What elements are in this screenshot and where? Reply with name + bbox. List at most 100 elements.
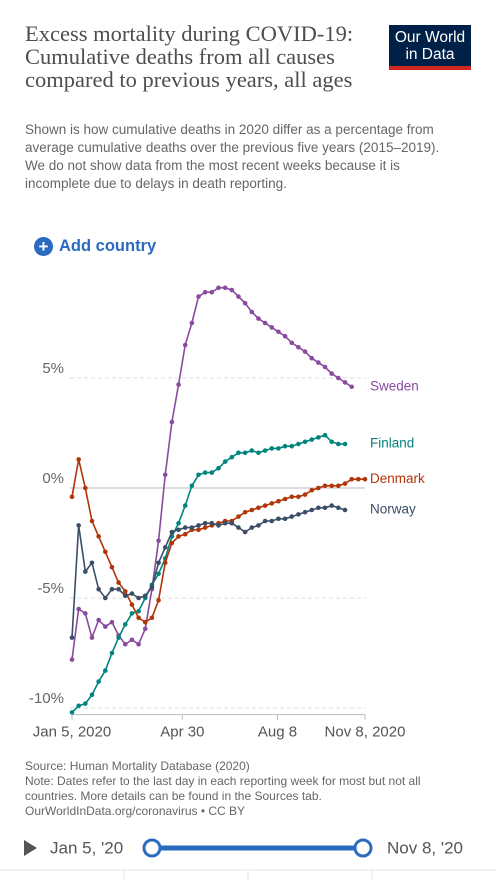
data-point [276,329,281,335]
data-point [169,419,175,425]
timeline-start-handle[interactable] [142,838,162,858]
data-point [169,540,175,546]
data-point [109,619,115,625]
data-point [302,492,308,497]
data-point [282,333,288,339]
data-point [209,289,215,295]
data-point [336,483,341,489]
y-tick-label: 0% [42,470,64,487]
data-point [236,514,241,519]
data-point [89,560,95,566]
data-point [296,441,301,447]
data-point [196,523,201,528]
data-point [342,481,348,486]
data-point [316,435,321,440]
data-point [102,549,108,555]
data-point [262,503,268,508]
data-point [276,498,281,504]
data-point [229,287,235,293]
data-point [349,384,354,390]
data-point [96,617,101,623]
data-point [336,441,341,447]
data-point [96,534,101,539]
data-point [322,483,328,489]
data-point [282,496,288,502]
data-point [269,501,275,506]
data-point [169,529,175,535]
data-point [182,531,188,537]
data-point [156,571,161,577]
x-tick-label: Aug 8 [258,724,297,741]
data-point [136,615,141,621]
data-point [109,564,115,570]
data-point [322,364,328,370]
data-point [149,615,155,621]
data-point [189,483,195,489]
data-point [342,507,348,513]
data-point [209,520,215,526]
y-tick-label: -10% [29,690,64,707]
data-point [309,507,315,513]
data-point [309,355,315,361]
data-point [302,509,308,515]
data-point [249,309,255,315]
data-point [83,485,88,491]
data-point [116,580,121,585]
logo[interactable]: Our World in Data [389,25,471,70]
data-point [342,441,348,447]
data-point [182,342,188,348]
data-point [349,476,354,482]
data-point [329,503,335,508]
data-point [336,375,341,381]
data-point [182,525,188,530]
data-point [242,509,248,515]
data-point [322,505,328,511]
y-tick-label: 5% [42,360,64,377]
data-point [256,316,261,321]
data-point [162,560,168,566]
source: Source: Human Mortality Database (2020) [25,759,250,773]
data-point [262,518,268,524]
data-point [116,586,121,592]
timeline-end-handle[interactable] [353,838,373,858]
data-point [122,622,128,627]
data-point [202,525,208,530]
data-point [256,505,261,511]
data-point [196,472,201,478]
add-country-button[interactable]: + Add country [34,237,156,256]
timeline-start: Jan 5, '20 [50,838,123,857]
data-point [176,534,181,539]
data-point [249,448,255,453]
data-point [316,505,321,511]
data-point [76,523,81,528]
data-point [282,443,288,449]
data-point [76,457,81,462]
chart-title: Excess mortality during COVID-19: Cumula… [25,21,354,92]
data-point [142,593,148,599]
data-point [149,584,155,590]
data-point [316,485,321,491]
data-point [289,494,295,500]
data-point [216,285,221,291]
data-point [189,320,195,326]
data-point [202,289,208,295]
data-point [236,450,241,456]
data-point [249,525,255,530]
data-point [109,650,115,656]
data-point [69,710,75,715]
data-point [156,597,161,603]
data-point [136,608,141,614]
footer: Source: Human Mortality Database (2020) … [25,759,465,819]
data-point [302,439,308,445]
series-line [71,504,346,638]
data-point [129,591,135,596]
data-point [83,701,88,706]
data-point [189,525,195,530]
data-point [329,483,335,489]
timeline-end: Nov 8, '20 [387,838,463,857]
play-button[interactable] [24,840,37,856]
data-point [176,527,181,533]
url: OurWorldInData.org/coronavirus • CC BY [25,804,246,818]
data-point [69,494,75,500]
data-point [242,529,248,535]
